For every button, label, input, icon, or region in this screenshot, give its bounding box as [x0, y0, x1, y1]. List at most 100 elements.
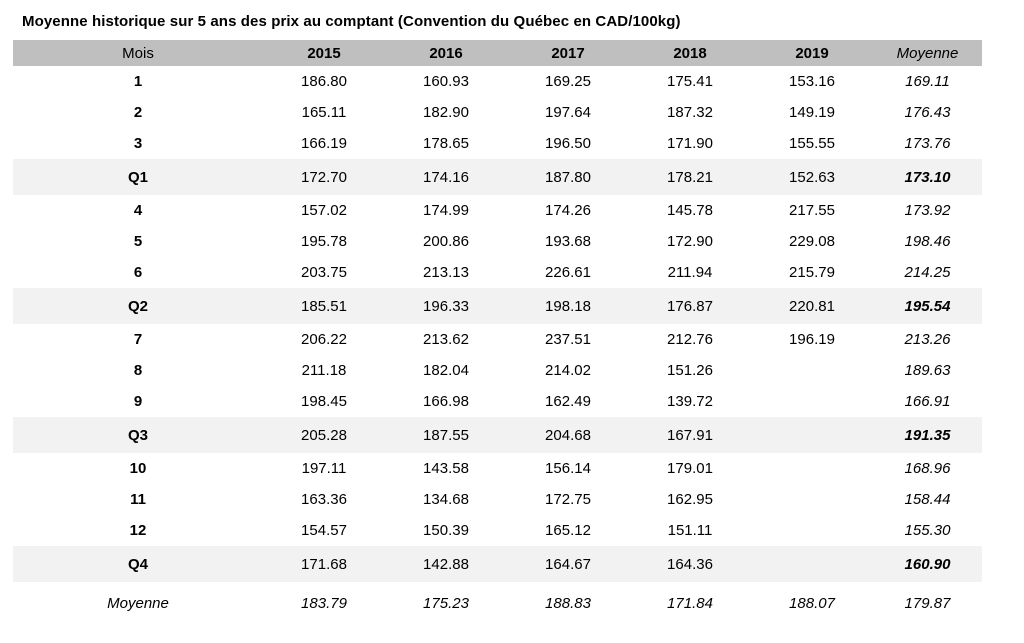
- cell-2019: 155.55: [789, 135, 835, 152]
- cell-2019: [751, 546, 873, 582]
- cell-2018: 211.94: [667, 264, 713, 281]
- cell-2016: 213.62: [423, 331, 469, 348]
- cell-moyenne: 176.43: [904, 104, 951, 121]
- table-row-month-2: 2 165.11 182.90 197.64 187.32 149.19 176…: [13, 97, 982, 128]
- cell-2019: [751, 515, 873, 546]
- cell-2018: 171.84: [667, 594, 713, 612]
- table-row-quarter-q1: Q1 172.70 174.16 187.80 178.21 152.63 17…: [13, 159, 982, 195]
- table-row-month-5: 5 195.78 200.86 193.68 172.90 229.08 198…: [13, 226, 982, 257]
- cell-2018: 162.95: [667, 491, 713, 508]
- row-label: Q3: [13, 417, 263, 453]
- cell-2017: 188.83: [545, 594, 591, 612]
- row-label: 4: [133, 202, 143, 219]
- row-label: 7: [133, 331, 143, 348]
- cell-2017: 214.02: [545, 362, 591, 379]
- cell-moyenne: 198.46: [904, 233, 951, 250]
- cell-2018: 172.90: [667, 233, 713, 250]
- cell-2015: 206.22: [301, 331, 347, 348]
- cell-2018: 164.36: [629, 546, 751, 582]
- cell-2016: 150.39: [423, 522, 469, 539]
- cell-2016: 196.33: [385, 288, 507, 324]
- cell-2017: 204.68: [507, 417, 629, 453]
- cell-2019: 196.19: [789, 331, 835, 348]
- cell-2019: [751, 355, 873, 386]
- cell-2015: 166.19: [301, 135, 347, 152]
- cell-2018: 167.91: [629, 417, 751, 453]
- cell-2017: 164.67: [507, 546, 629, 582]
- table-row-month-1: 1 186.80 160.93 169.25 175.41 153.16 169…: [13, 66, 982, 97]
- cell-2015: 186.80: [301, 73, 347, 90]
- cell-2018: 212.76: [667, 331, 713, 348]
- cell-2016: 213.13: [423, 264, 469, 281]
- row-label: Q2: [13, 288, 263, 324]
- cell-moyenne: 168.96: [904, 460, 951, 477]
- cell-2017: 237.51: [545, 331, 591, 348]
- column-header-2015: 2015: [263, 40, 385, 66]
- cell-moyenne: 173.92: [904, 202, 951, 219]
- row-label: Q1: [13, 159, 263, 195]
- column-header-2017: 2017: [507, 40, 629, 66]
- table-row-quarter-q3: Q3 205.28 187.55 204.68 167.91 191.35: [13, 417, 982, 453]
- cell-2016: 174.99: [423, 202, 469, 219]
- table-row-quarter-q2: Q2 185.51 196.33 198.18 176.87 220.81 19…: [13, 288, 982, 324]
- column-header-2016: 2016: [385, 40, 507, 66]
- cell-2018: 178.21: [629, 159, 751, 195]
- cell-2019: 229.08: [789, 233, 835, 250]
- cell-2018: 145.78: [667, 202, 713, 219]
- cell-2017: 156.14: [545, 460, 591, 477]
- cell-2015: 157.02: [301, 202, 347, 219]
- cell-2018: 176.87: [629, 288, 751, 324]
- cell-2015: 185.51: [263, 288, 385, 324]
- cell-2018: 171.90: [667, 135, 713, 152]
- column-header-2018: 2018: [629, 40, 751, 66]
- cell-2015: 195.78: [301, 233, 347, 250]
- cell-2019: 188.07: [789, 594, 835, 612]
- cell-2015: 171.68: [263, 546, 385, 582]
- cell-2015: 154.57: [301, 522, 347, 539]
- cell-2015: 197.11: [301, 460, 347, 477]
- row-label: 12: [129, 522, 147, 539]
- column-header-mois: Mois: [13, 40, 263, 66]
- cell-2018: 187.32: [667, 104, 713, 121]
- table-row-month-4: 4 157.02 174.99 174.26 145.78 217.55 173…: [13, 195, 982, 226]
- cell-2019: 153.16: [789, 73, 835, 90]
- cell-2019: 215.79: [789, 264, 835, 281]
- cell-2016: 175.23: [423, 594, 469, 612]
- cell-2015: 211.18: [301, 362, 347, 379]
- cell-moyenne: 179.87: [904, 594, 951, 612]
- cell-moyenne: 160.90: [873, 546, 982, 582]
- row-label: 11: [130, 491, 146, 508]
- row-label: 10: [129, 460, 147, 477]
- table-row-month-11: 11 163.36 134.68 172.75 162.95 158.44: [13, 484, 982, 515]
- cell-2015: 205.28: [263, 417, 385, 453]
- cell-2018: 151.11: [667, 522, 713, 539]
- cell-2015: 165.11: [301, 104, 347, 121]
- cell-moyenne: 158.44: [904, 491, 951, 508]
- row-label: 5: [133, 233, 143, 250]
- row-label: Q4: [13, 546, 263, 582]
- cell-2019: [751, 484, 873, 515]
- price-table: Mois 2015 2016 2017 2018 2019 Moyenne 1 …: [13, 40, 982, 624]
- cell-2016: 182.90: [423, 104, 469, 121]
- cell-2017: 174.26: [545, 202, 591, 219]
- table-row-month-7: 7 206.22 213.62 237.51 212.76 196.19 213…: [13, 324, 982, 355]
- cell-2017: 197.64: [545, 104, 591, 121]
- row-label: 8: [133, 362, 143, 379]
- cell-moyenne: 189.63: [904, 362, 951, 379]
- cell-2016: 178.65: [423, 135, 469, 152]
- cell-2017: 172.75: [545, 491, 591, 508]
- cell-2015: 183.79: [301, 594, 347, 612]
- table-row-average: Moyenne 183.79 175.23 188.83 171.84 188.…: [13, 582, 982, 624]
- row-label: 9: [133, 393, 143, 410]
- table-row-month-6: 6 203.75 213.13 226.61 211.94 215.79 214…: [13, 257, 982, 288]
- cell-2018: 175.41: [667, 73, 713, 90]
- cell-moyenne: 191.35: [873, 417, 982, 453]
- cell-moyenne: 155.30: [904, 522, 951, 539]
- table-row-month-10: 10 197.11 143.58 156.14 179.01 168.96: [13, 453, 982, 484]
- cell-moyenne: 169.11: [905, 73, 950, 90]
- table-row-month-9: 9 198.45 166.98 162.49 139.72 166.91: [13, 386, 982, 417]
- cell-2019: [751, 453, 873, 484]
- cell-2017: 226.61: [545, 264, 591, 281]
- row-label: 2: [133, 104, 143, 121]
